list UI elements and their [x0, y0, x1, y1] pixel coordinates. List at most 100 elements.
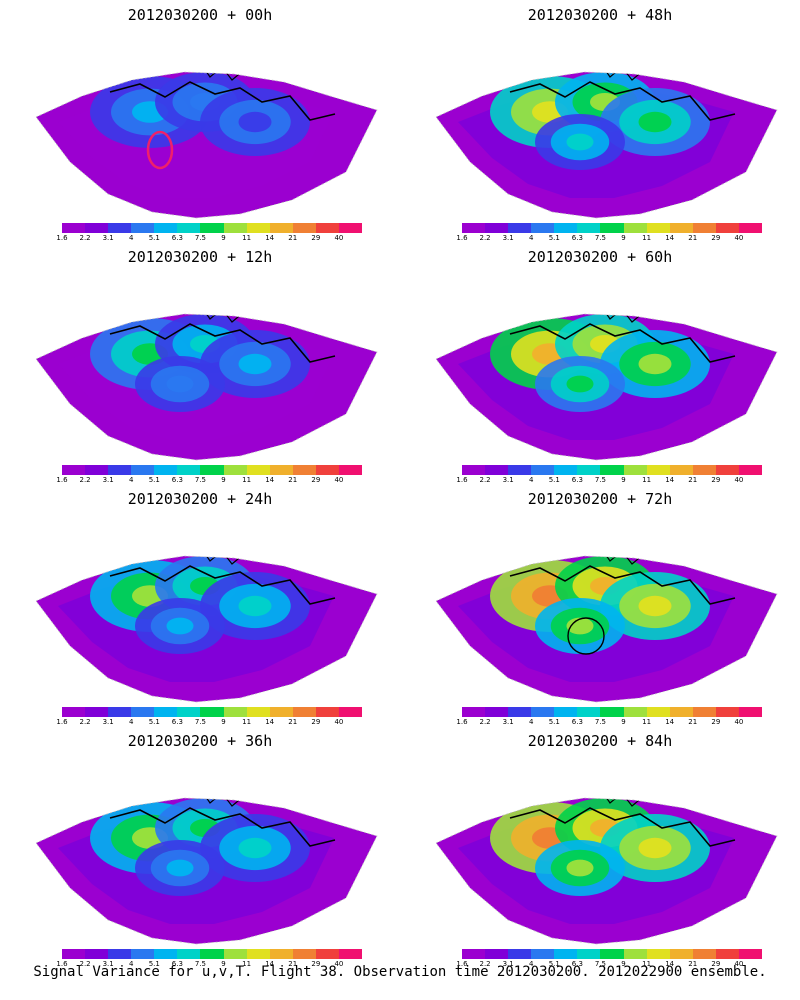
colorbar-tick-label: 6.3 [571, 960, 583, 968]
colorbar-tick-label: 2.2 [479, 960, 491, 968]
colorbar-tick-label: 4 [528, 960, 534, 968]
colorbar-swatch [485, 707, 509, 717]
colorbar-tick-label: 1.6 [456, 476, 468, 484]
colorbar-swatch [485, 949, 509, 959]
colorbar-swatch [269, 465, 293, 475]
colorbar-swatch [246, 707, 270, 717]
colorbar [462, 465, 763, 475]
colorbar-swatch [177, 949, 201, 959]
colorbar-tick-label: 3.1 [102, 476, 114, 484]
variance-map [435, 555, 778, 703]
colorbar-tick-label: 21 [288, 234, 298, 242]
variance-map [35, 313, 378, 461]
panel-title: 2012030200 + 84h [527, 732, 673, 750]
colorbar-tick-label: 7.5 [594, 960, 607, 968]
colorbar-tick-label: 11 [242, 476, 252, 484]
colorbar-swatch [508, 707, 532, 717]
colorbar-swatch [462, 949, 486, 959]
colorbar-ticks: 1.6 2.2 3.1 4 5.1 6.3 7.5 9 11 14 21 29 40 [56, 476, 367, 486]
colorbar-tick-label: 1.6 [56, 960, 68, 968]
panel-title: 2012030200 + 72h [527, 490, 673, 508]
colorbar-swatch [223, 707, 247, 717]
variance-map [435, 797, 778, 945]
colorbar-swatch [669, 223, 693, 233]
panel-title: 2012030200 + 48h [527, 6, 673, 24]
panel-title: 2012030200 + 12h [127, 248, 273, 266]
colorbar [62, 707, 363, 717]
colorbar-swatch [623, 223, 647, 233]
colorbar-swatch [338, 465, 363, 475]
colorbar-swatch [554, 949, 578, 959]
colorbar-swatch [292, 707, 316, 717]
colorbar-swatch [338, 223, 363, 233]
colorbar-tick-label: 29 [311, 476, 321, 484]
colorbar-ticks: 1.6 2.2 3.1 4 5.1 6.3 7.5 9 11 14 21 29 40 [456, 476, 767, 486]
colorbar-tick-label: 40 [734, 960, 744, 968]
map-panel: 2012030200 + 36h 1.6 2.2 3.1 4 5.1 6.3 7.5 9 11 14… [0, 726, 400, 968]
colorbar-tick-label: 29 [311, 960, 321, 968]
colorbar-tick-label: 14 [265, 718, 275, 726]
colorbar-tick-label: 9 [621, 718, 626, 726]
colorbar-swatch [600, 223, 624, 233]
colorbar-tick-label: 2.2 [79, 960, 91, 968]
colorbar-tick-label: 21 [288, 960, 298, 968]
colorbar-tick-label: 4 [128, 718, 134, 726]
colorbar-tick-label: 7.5 [194, 960, 207, 968]
colorbar-tick-label: 21 [688, 234, 698, 242]
colorbar-swatch [292, 949, 316, 959]
colorbar-tick-label: 4 [528, 718, 534, 726]
colorbar-tick-label: 21 [288, 476, 298, 484]
colorbar-tick-label: 3.1 [102, 960, 114, 968]
colorbar-tick-label: 5.1 [548, 960, 560, 968]
colorbar-swatch [200, 949, 224, 959]
colorbar-swatch [131, 465, 155, 475]
colorbar-tick-label: 9 [621, 234, 626, 242]
colorbar-tick-label: 2.2 [79, 476, 91, 484]
map-panel: 2012030200 + 84h 1.6 2.2 3.1 4 5.1 6.3 7.5 9 11 14… [400, 726, 800, 968]
colorbar-swatch [646, 465, 670, 475]
colorbar-swatch [577, 949, 601, 959]
colorbar-swatch [200, 707, 224, 717]
colorbar-swatch [531, 707, 555, 717]
colorbar-tick-label: 3.1 [102, 234, 114, 242]
colorbar-swatch [108, 223, 132, 233]
colorbar-swatch [177, 223, 201, 233]
colorbar [62, 465, 363, 475]
colorbar-swatch [462, 707, 486, 717]
colorbar-tick-label: 6.3 [571, 718, 583, 726]
colorbar-swatch [269, 707, 293, 717]
colorbar-tick-label: 7.5 [594, 234, 607, 242]
panel-title: 2012030200 + 00h [127, 6, 273, 24]
colorbar-swatch [508, 223, 532, 233]
colorbar-swatch [577, 223, 601, 233]
colorbar-swatch [623, 949, 647, 959]
colorbar-tick-label: 40 [334, 234, 344, 242]
colorbar-swatch [623, 707, 647, 717]
colorbar-swatch [223, 949, 247, 959]
colorbar-swatch [715, 465, 739, 475]
colorbar-tick-label: 1.6 [56, 718, 68, 726]
colorbar-tick-label: 6.3 [171, 476, 183, 484]
variance-map [35, 71, 378, 219]
colorbar-tick-label: 40 [334, 476, 344, 484]
colorbar-tick-label: 5.1 [148, 234, 160, 242]
colorbar-tick-label: 40 [334, 718, 344, 726]
colorbar-swatch [646, 707, 670, 717]
colorbar-swatch [62, 465, 86, 475]
colorbar-tick-label: 9 [221, 234, 226, 242]
colorbar-tick-label: 11 [642, 476, 652, 484]
colorbar-tick-label: 4 [528, 234, 534, 242]
colorbar-tick-label: 3.1 [502, 234, 514, 242]
colorbar-tick-label: 2.2 [79, 234, 91, 242]
colorbar-swatch [154, 707, 178, 717]
colorbar-tick-label: 29 [711, 718, 721, 726]
colorbar-swatch [292, 223, 316, 233]
colorbar-tick-label: 3.1 [502, 960, 514, 968]
colorbar-tick-label: 7.5 [594, 476, 607, 484]
colorbar-tick-label: 5.1 [548, 476, 560, 484]
colorbar-ticks: 1.6 2.2 3.1 4 5.1 6.3 7.5 9 11 14 21 29 40 [456, 960, 767, 970]
colorbar-swatch [108, 465, 132, 475]
colorbar-swatch [462, 223, 486, 233]
colorbar-tick-label: 14 [265, 476, 275, 484]
variance-map [435, 313, 778, 461]
